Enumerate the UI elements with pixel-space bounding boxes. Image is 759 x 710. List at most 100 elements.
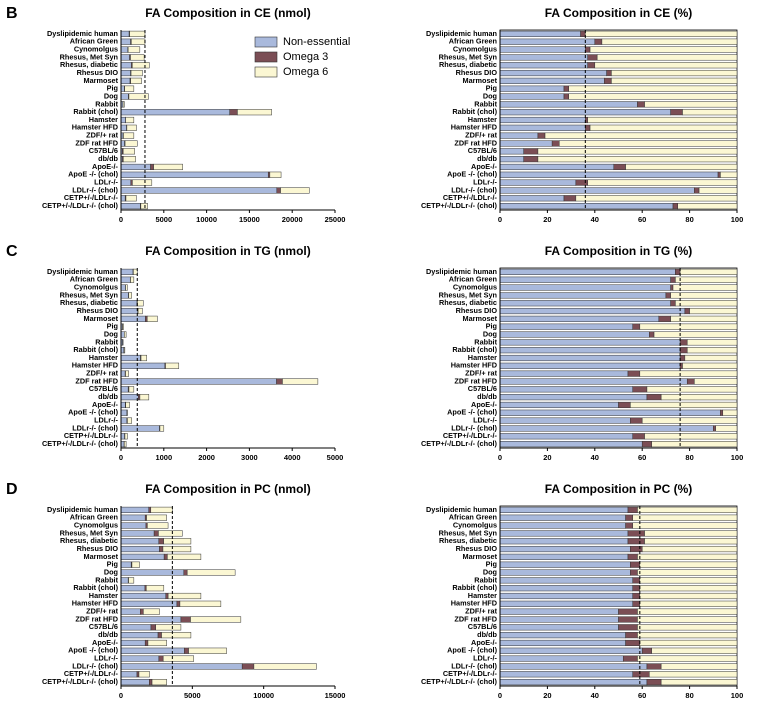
- bar-segment: [630, 417, 643, 424]
- bar-segment: [499, 203, 674, 210]
- bar-segment: [163, 553, 168, 560]
- category-label: Cynomolgus: [453, 282, 497, 291]
- bar-segment: [694, 378, 738, 385]
- category-label: ZDF/+ rat: [86, 607, 118, 616]
- bar-segment: [499, 46, 586, 53]
- bar-segment: [630, 561, 641, 568]
- x-tick-label: 80: [685, 453, 693, 462]
- category-label: African Green: [70, 37, 118, 46]
- category-label: Hamster: [468, 115, 497, 124]
- panel-letter: C: [6, 243, 18, 260]
- chart-title: FA Composition in CE (%): [545, 6, 693, 20]
- category-label: ZDF/+ rat: [86, 131, 118, 140]
- bar-segment: [639, 600, 738, 607]
- bar-segment: [120, 639, 146, 647]
- bar-segment: [124, 433, 128, 440]
- bar-segment: [124, 140, 138, 147]
- bar-segment: [563, 85, 569, 92]
- bar-segment: [637, 608, 738, 615]
- bar-segment: [120, 378, 277, 385]
- category-label: Rhesus, Met Syn: [60, 290, 118, 299]
- bar-segment: [151, 679, 167, 686]
- bar-segment: [499, 77, 605, 84]
- bar-segment: [679, 339, 688, 346]
- bar-segment: [641, 417, 738, 424]
- category-label: Rabbit (chol): [452, 107, 497, 116]
- category-label: Hamster: [89, 591, 118, 600]
- bar-segment: [139, 394, 150, 401]
- category-label: Rhesus, Met Syn: [60, 528, 118, 537]
- bar-segment: [499, 276, 671, 283]
- category-label: CETP+/-/LDLr-/-: [64, 431, 119, 440]
- bar-segment: [563, 93, 569, 100]
- bar-segment: [677, 203, 738, 210]
- bar-segment: [144, 639, 149, 647]
- category-label: Rhesus DIO: [456, 544, 498, 553]
- bar-segment: [127, 417, 132, 424]
- bar-segment: [646, 663, 662, 670]
- bar-segment: [120, 608, 141, 615]
- bar-segment: [159, 545, 164, 553]
- category-label: Cynomolgus: [74, 520, 118, 529]
- bar-segment: [637, 632, 738, 639]
- bar-segment: [594, 62, 738, 69]
- bar-segment: [499, 307, 686, 315]
- bar-segment: [157, 632, 162, 639]
- category-label: ZDF rat HFD: [454, 614, 497, 623]
- bar-segment: [120, 522, 147, 529]
- bar-segment: [637, 553, 738, 560]
- x-tick-label: 40: [591, 453, 599, 462]
- category-label: Rabbit: [474, 337, 497, 346]
- bar-segment: [137, 300, 144, 307]
- bar-segment: [280, 187, 310, 194]
- bar-segment: [625, 522, 633, 529]
- bar-segment: [120, 292, 129, 299]
- category-label: CETP+/-/LDLr-/-: [64, 193, 119, 202]
- bar-segment: [150, 163, 154, 171]
- category-label: Dog: [483, 567, 497, 576]
- bar-segment: [120, 203, 141, 210]
- bar-segment: [253, 663, 317, 670]
- bar-segment: [120, 93, 129, 100]
- bar-segment: [120, 300, 138, 307]
- category-label: Rabbit (chol): [73, 583, 118, 592]
- bar-segment: [646, 394, 662, 401]
- bar-segment: [672, 203, 679, 210]
- chart-title: FA Composition in TG (nmol): [145, 244, 311, 258]
- bar-segment: [146, 514, 167, 521]
- bar-segment: [601, 38, 738, 45]
- bar-segment: [665, 292, 671, 299]
- bar-segment: [120, 425, 160, 432]
- bar-segment: [188, 647, 227, 654]
- category-label: Cynomolgus: [74, 44, 118, 53]
- bar-segment: [639, 561, 738, 568]
- bar-segment: [120, 362, 166, 369]
- bar-segment: [684, 307, 690, 315]
- bar-segment: [589, 46, 738, 53]
- x-tick-label: 0: [498, 453, 502, 462]
- bar-segment: [630, 545, 643, 553]
- bar-segment: [120, 315, 146, 322]
- bar-segment: [618, 608, 638, 615]
- bar-segment: [120, 569, 185, 576]
- x-tick-label: 20: [543, 215, 551, 224]
- x-tick-label: 5000: [184, 691, 201, 700]
- bar-segment: [644, 538, 738, 545]
- bar-segment: [120, 187, 278, 194]
- bar-segment: [120, 671, 138, 678]
- category-label: Marmoset: [463, 76, 498, 85]
- bar-segment: [639, 370, 738, 377]
- bar-segment: [639, 592, 738, 600]
- bar-segment: [632, 600, 641, 607]
- x-tick-label: 2000: [198, 453, 215, 462]
- bar-segment: [123, 156, 136, 163]
- bar-segment: [544, 132, 738, 139]
- bar-segment: [670, 292, 738, 299]
- bar-segment: [679, 354, 686, 362]
- category-label: Hamster HFD: [72, 599, 118, 608]
- category-label: Dyslipidemic human: [47, 29, 118, 38]
- bar-segment: [499, 553, 629, 560]
- bar-segment: [125, 370, 129, 377]
- category-label: Hamster HFD: [72, 361, 118, 370]
- bar-segment: [641, 545, 738, 553]
